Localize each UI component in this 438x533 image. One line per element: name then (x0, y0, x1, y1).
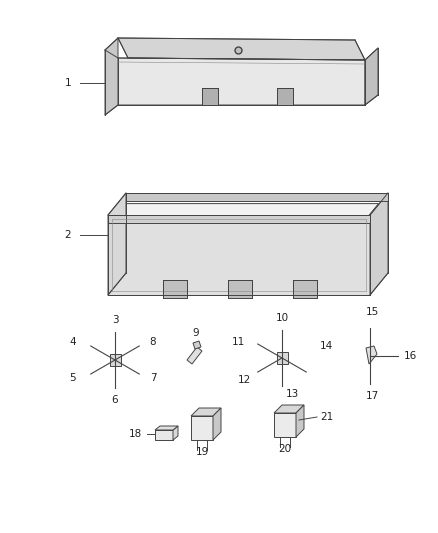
Polygon shape (370, 193, 388, 295)
Text: 16: 16 (403, 351, 417, 361)
Polygon shape (108, 215, 370, 295)
Text: 18: 18 (128, 429, 141, 439)
Text: 13: 13 (286, 389, 299, 399)
Polygon shape (191, 408, 221, 416)
Text: 2: 2 (65, 230, 71, 240)
Polygon shape (112, 204, 378, 219)
Polygon shape (293, 280, 317, 298)
Polygon shape (105, 38, 118, 115)
Polygon shape (118, 58, 365, 105)
Polygon shape (277, 352, 288, 364)
Polygon shape (366, 346, 377, 364)
Text: 1: 1 (65, 78, 71, 88)
Polygon shape (274, 405, 304, 413)
Text: 14: 14 (319, 341, 332, 351)
Text: 19: 19 (195, 447, 208, 457)
Text: 7: 7 (150, 373, 156, 383)
Polygon shape (277, 88, 293, 105)
Polygon shape (296, 405, 304, 437)
Polygon shape (155, 426, 178, 430)
Text: 6: 6 (112, 395, 118, 405)
Polygon shape (365, 48, 378, 105)
Polygon shape (191, 416, 213, 440)
Polygon shape (155, 430, 173, 440)
Polygon shape (228, 280, 252, 298)
Polygon shape (274, 413, 296, 437)
Polygon shape (213, 408, 221, 440)
Text: 3: 3 (112, 315, 118, 325)
Text: 20: 20 (279, 444, 292, 454)
Text: 17: 17 (365, 391, 378, 401)
Polygon shape (193, 341, 201, 349)
Text: 8: 8 (150, 337, 156, 347)
Text: 21: 21 (320, 412, 334, 422)
Polygon shape (126, 193, 388, 201)
Polygon shape (118, 38, 365, 60)
Text: 9: 9 (193, 328, 199, 338)
Text: 11: 11 (231, 337, 245, 347)
Text: 10: 10 (276, 313, 289, 323)
Polygon shape (202, 88, 218, 105)
Text: 5: 5 (70, 373, 76, 383)
Text: 4: 4 (70, 337, 76, 347)
Polygon shape (108, 193, 126, 295)
Polygon shape (173, 426, 178, 440)
Text: 15: 15 (365, 307, 378, 317)
Polygon shape (187, 347, 202, 364)
Polygon shape (110, 354, 121, 366)
Polygon shape (108, 215, 370, 223)
Text: 12: 12 (237, 375, 251, 385)
Polygon shape (163, 280, 187, 298)
